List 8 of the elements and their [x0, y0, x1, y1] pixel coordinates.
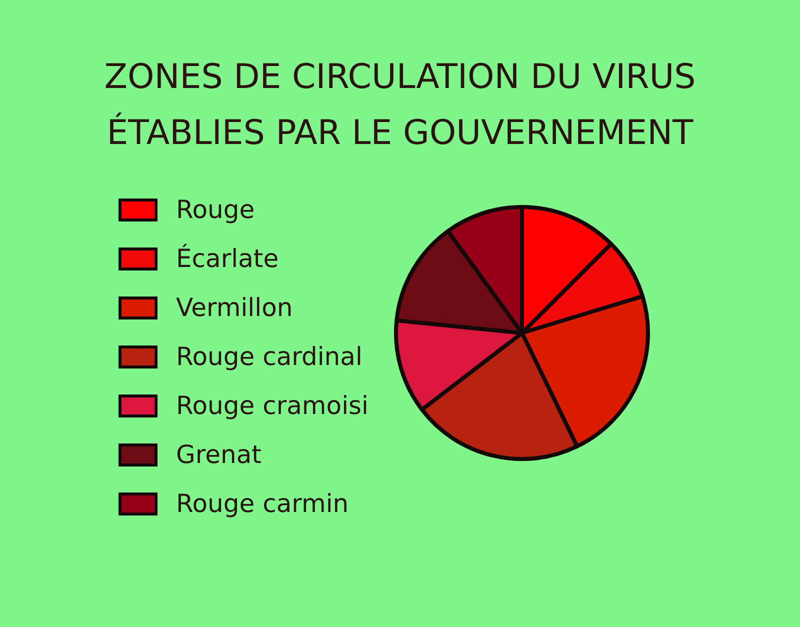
legend-label: Rouge carmin	[176, 489, 349, 518]
legend-label: Rouge	[176, 195, 255, 224]
legend-label: Rouge cardinal	[176, 342, 362, 371]
legend-label: Vermillon	[176, 293, 293, 322]
legend-label: Rouge cramoisi	[176, 391, 368, 420]
chart-title: ZONES DE CIRCULATION DU VIRUS ÉTABLIES PAR LE GOUVERNEMENT	[104, 57, 696, 153]
legend-label: Grenat	[176, 440, 262, 469]
legend-label: Écarlate	[176, 243, 279, 273]
